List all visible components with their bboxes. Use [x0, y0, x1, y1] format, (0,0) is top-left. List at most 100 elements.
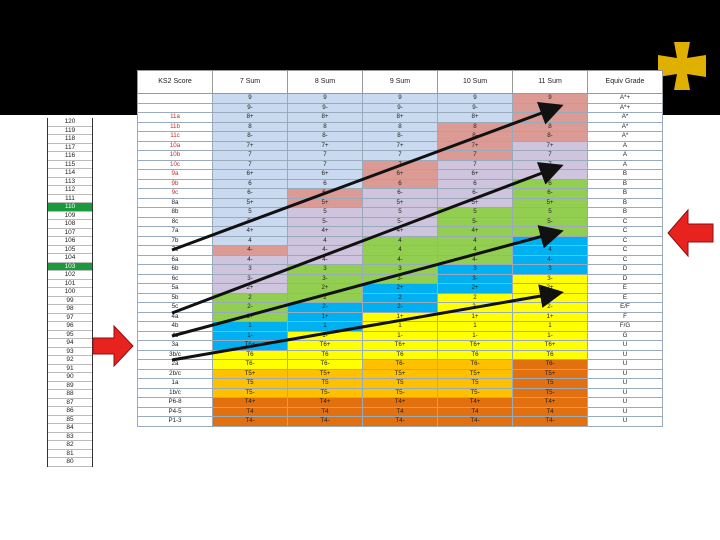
sum-level-cell: T6+ — [362, 340, 438, 351]
sum-level-cell: 3- — [437, 273, 513, 284]
left-scale-cell: 87 — [48, 399, 92, 407]
left-scale-cell: 81 — [48, 450, 92, 458]
sum-level-cell: 5+ — [362, 197, 438, 208]
sum-level-cell: 2 — [362, 292, 438, 303]
grid-row: 9b 6 6 6 6 6 B — [137, 178, 663, 189]
sum-level-cell: 8- — [362, 131, 438, 142]
sum-level-cell: T5 — [512, 378, 588, 389]
sum-level-cell: 1+ — [437, 311, 513, 322]
sum-level-cell: T4+ — [362, 397, 438, 408]
sum-level-cell: 1 — [287, 321, 363, 332]
left-scale-cell: 113 — [48, 178, 92, 186]
grid-header-row: KS2 Score 7 Sum 8 Sum 9 Sum 10 Sum 11 Sum Equi… — [137, 70, 663, 94]
sum-level-cell: 8+ — [362, 112, 438, 123]
ks2-score-cell: 4a — [137, 311, 213, 322]
sum-level-cell: 4+ — [512, 226, 588, 237]
sum-level-cell: 5 — [287, 207, 363, 218]
grid-row: 5a 2+ 2+ 2+ 2+ 2+ E — [137, 283, 663, 294]
sum-level-cell: 8- — [437, 131, 513, 142]
sum-level-cell: 2 — [212, 292, 288, 303]
sum-level-cell: 8- — [287, 131, 363, 142]
left-scale-cell: 112 — [48, 186, 92, 195]
sum-level-cell: 2+ — [437, 283, 513, 294]
ks2-score-cell: 6c — [137, 273, 213, 284]
sum-level-cell: 1+ — [362, 311, 438, 322]
left-scale-cell: 82 — [48, 441, 92, 450]
equiv-grade-cell: A*+ — [587, 102, 663, 113]
ks2-score-cell: 4c — [137, 330, 213, 341]
sum-level-cell: 4 — [512, 245, 588, 256]
sum-level-cell: 5 — [437, 207, 513, 218]
ks2-score-cell: P6-8 — [137, 397, 213, 408]
grid-row: 9- 9- 9- 9- 9- A*+ — [137, 102, 663, 113]
left-scale-cell: 92 — [48, 356, 92, 365]
sum-level-cell: 8+ — [287, 112, 363, 123]
sum-level-cell: T5+ — [362, 368, 438, 379]
grid-row: 2a T6- T6- T6- T6- T6- U — [137, 359, 663, 370]
sum-level-cell: 1- — [212, 330, 288, 341]
grid-row: 11b 8 8 8 8 8 A* — [137, 121, 663, 132]
grid-row: 8c 5- 5- 5- 5- 5- C — [137, 216, 663, 227]
sum-level-cell: T4+ — [212, 397, 288, 408]
sum-level-cell: 8 — [512, 121, 588, 132]
ks2-score-cell: 11c — [137, 131, 213, 142]
sum-level-cell: 6+ — [212, 169, 288, 180]
left-scale-cell: 115 — [48, 161, 92, 169]
sum-level-cell: 7 — [287, 159, 363, 170]
ks2-score-cell: 9a — [137, 169, 213, 180]
sum-level-cell: 4- — [512, 254, 588, 265]
grid-row: 6a 4- 4- 4- 4- 4- C — [137, 254, 663, 265]
sum-level-cell: 8 — [212, 121, 288, 132]
sum-level-cell: 1 — [512, 321, 588, 332]
grid-row: P6-8 T4+ T4+ T4+ T4+ T4+ U — [137, 397, 663, 408]
sum-level-cell: 5 — [212, 207, 288, 218]
sum-level-cell: 6- — [437, 188, 513, 199]
sum-level-cell: 7 — [362, 159, 438, 170]
sum-level-cell: 2- — [437, 302, 513, 313]
ks2-score-cell: 9c — [137, 188, 213, 199]
sum-level-cell: 1 — [362, 321, 438, 332]
sum-level-cell: 4 — [437, 235, 513, 246]
sum-level-cell: 2- — [212, 302, 288, 313]
left-scale-cell: 102 — [48, 271, 92, 280]
sum-level-cell: T5+ — [287, 368, 363, 379]
sum-level-cell: T4 — [437, 406, 513, 417]
left-scale-cell: 86 — [48, 407, 92, 416]
sum-level-cell: 3 — [512, 264, 588, 275]
sum-level-cell: 7+ — [287, 140, 363, 151]
equiv-grade-cell: U — [587, 387, 663, 398]
left-score-scale: 120 119 118 117 116 115 114 113 112 111 110 109 108 1… — [47, 118, 93, 467]
equiv-grade-cell: A* — [587, 112, 663, 123]
grid-header-cell: 11 Sum — [512, 70, 588, 94]
ks2-score-cell: 5a — [137, 283, 213, 294]
left-scale-cell: 99 — [48, 297, 92, 305]
equiv-grade-cell: C — [587, 226, 663, 237]
ks2-score-cell: 11b — [137, 121, 213, 132]
sum-level-cell: 7+ — [362, 140, 438, 151]
sum-level-cell: T4- — [362, 416, 438, 427]
left-scale-cell: 111 — [48, 195, 92, 203]
sum-level-cell: 6 — [212, 178, 288, 189]
sum-level-cell: 1 — [212, 321, 288, 332]
sum-level-cell: 3- — [287, 273, 363, 284]
left-scale-cell: 100 — [48, 288, 92, 297]
sum-level-cell: 4+ — [287, 226, 363, 237]
sum-level-cell: T5 — [437, 378, 513, 389]
equiv-grade-cell: B — [587, 178, 663, 189]
equiv-grade-cell: E — [587, 292, 663, 303]
sum-level-cell: T4- — [437, 416, 513, 427]
ks2-score-cell: 3b/c — [137, 349, 213, 360]
grid-row: 9 9 9 9 9 A*+ — [137, 93, 663, 104]
sum-level-cell: T4+ — [287, 397, 363, 408]
grid-row: 6c 3- 3- 3- 3- 3- D — [137, 273, 663, 284]
left-scale-cell: 83 — [48, 433, 92, 441]
sum-level-cell: 8+ — [512, 112, 588, 123]
grid-row: 6b 3 3 3 3 3 D — [137, 264, 663, 275]
equiv-grade-cell: A — [587, 140, 663, 151]
left-scale-cell: 80 — [48, 458, 92, 467]
grid-row: 10b 7 7 7 7 7 A — [137, 150, 663, 161]
sum-level-cell: 9 — [512, 93, 588, 104]
sum-level-cell: T5 — [362, 378, 438, 389]
grid-row: 11c 8- 8- 8- 8- 8- A* — [137, 131, 663, 142]
sum-level-cell: 4- — [437, 254, 513, 265]
